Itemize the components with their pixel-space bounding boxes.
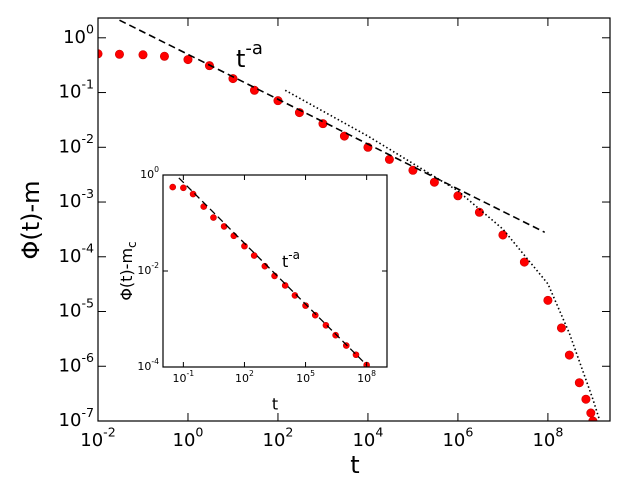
- annotation: t-a: [236, 38, 263, 73]
- y-tick-label: 10-5: [59, 295, 94, 322]
- x-tick-label: 104: [352, 424, 383, 451]
- x-tick-label: 10-2: [80, 424, 115, 451]
- x-tick-label: 108: [532, 424, 563, 451]
- data-point: [543, 295, 553, 305]
- data-point: [498, 230, 508, 240]
- y-tick-label: 10-4: [137, 357, 159, 373]
- data-point: [114, 49, 124, 59]
- plot-frame: [97, 17, 611, 422]
- data-point: [384, 154, 394, 164]
- x-tick-label: 102: [263, 424, 294, 451]
- chart-panel: 10-1 102 105 108 10-4 10-2 100 t Φ(t)-mc t-a: [117, 165, 388, 414]
- data-point: [250, 252, 258, 259]
- data-point: [183, 55, 193, 65]
- y-tick-label: 10-1: [59, 76, 94, 103]
- x-tick-label: 106: [442, 424, 473, 451]
- data-point: [230, 232, 238, 240]
- data-point: [574, 378, 584, 388]
- dotted-line: [284, 89, 601, 421]
- data-point: [249, 85, 259, 95]
- data-point: [581, 394, 591, 404]
- y-tick-label: 10-2: [59, 131, 94, 158]
- y-tick-label: 10-3: [59, 185, 94, 212]
- plot-content: [98, 19, 601, 421]
- x-tick-label: 10-1: [173, 369, 195, 385]
- y-tick-label: 10-2: [137, 261, 159, 277]
- data-point: [302, 302, 309, 309]
- data-point: [281, 282, 289, 289]
- data-point: [210, 214, 217, 221]
- data-point: [169, 183, 177, 191]
- y-tick-label: 10-6: [59, 350, 94, 377]
- x-tick-label: 100: [173, 424, 204, 451]
- data-point: [311, 311, 319, 319]
- data-point: [556, 323, 566, 333]
- y-tick-label: 10-7: [59, 404, 94, 431]
- data-point: [519, 257, 529, 267]
- data-point: [564, 350, 574, 360]
- x-tick-label: 105: [296, 369, 315, 385]
- plot-area: [163, 175, 387, 367]
- x-axis-label: t: [272, 395, 278, 414]
- dashed-line: [178, 177, 368, 366]
- x-tick-label: 102: [235, 369, 254, 385]
- x-axis-label: t: [350, 451, 359, 479]
- data-point: [291, 292, 299, 299]
- y-axis-label: Φ(t)-mc: [117, 241, 139, 300]
- data-point: [189, 190, 197, 198]
- y-tick-label: 100: [63, 21, 94, 48]
- annotation: t-a: [282, 247, 300, 270]
- data-point: [332, 331, 339, 339]
- data-point: [180, 184, 187, 192]
- y-tick-label: 10-4: [59, 240, 94, 267]
- data-point: [138, 50, 148, 60]
- data-point: [586, 408, 596, 418]
- y-axis-label: Φ(t)-m: [17, 180, 45, 259]
- x-tick-label: 108: [357, 369, 376, 385]
- y-tick-label: 100: [140, 165, 159, 181]
- data-point: [453, 191, 463, 201]
- data-point: [159, 51, 169, 61]
- dashed-line: [119, 19, 546, 234]
